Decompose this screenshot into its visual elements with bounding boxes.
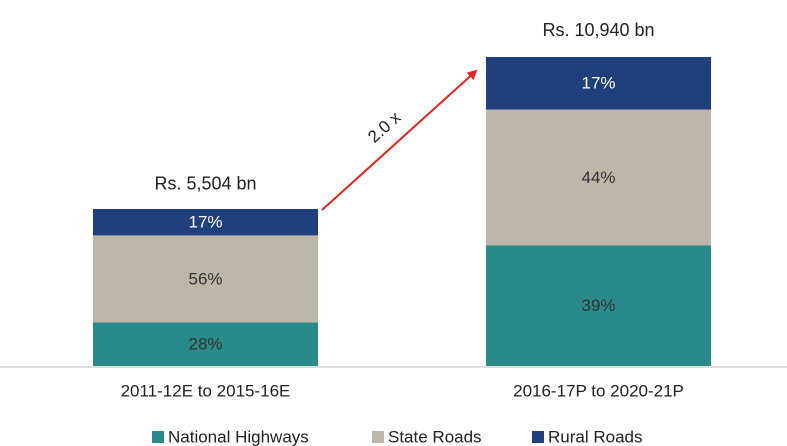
x-tick-label: 2016-17P to 2020-21P <box>513 381 684 400</box>
data-label: 39% <box>581 296 615 315</box>
data-label: 28% <box>188 335 222 354</box>
bar-segment <box>486 245 711 366</box>
bar-segment <box>486 57 711 110</box>
bar-segment <box>93 322 318 366</box>
growth-arrow <box>321 69 478 211</box>
x-tick-label: 2011-12E to 2015-16E <box>121 381 291 400</box>
legend-swatch <box>152 431 164 443</box>
legend-label: Rural Roads <box>548 427 643 446</box>
bar-segment <box>486 109 711 246</box>
legend-swatch <box>532 431 544 443</box>
legend-label: National Highways <box>168 427 309 446</box>
bar-segment <box>93 208 318 236</box>
data-label: 44% <box>581 168 615 187</box>
legend-swatch <box>372 431 384 443</box>
total-label: Rs. 10,940 bn <box>542 20 654 40</box>
data-label: 17% <box>188 213 222 232</box>
total-label: Rs. 5,504 bn <box>154 173 256 193</box>
data-label: 17% <box>581 74 615 93</box>
bar-segment <box>93 235 318 323</box>
legend-label: State Roads <box>388 427 482 446</box>
data-label: 56% <box>188 269 222 288</box>
